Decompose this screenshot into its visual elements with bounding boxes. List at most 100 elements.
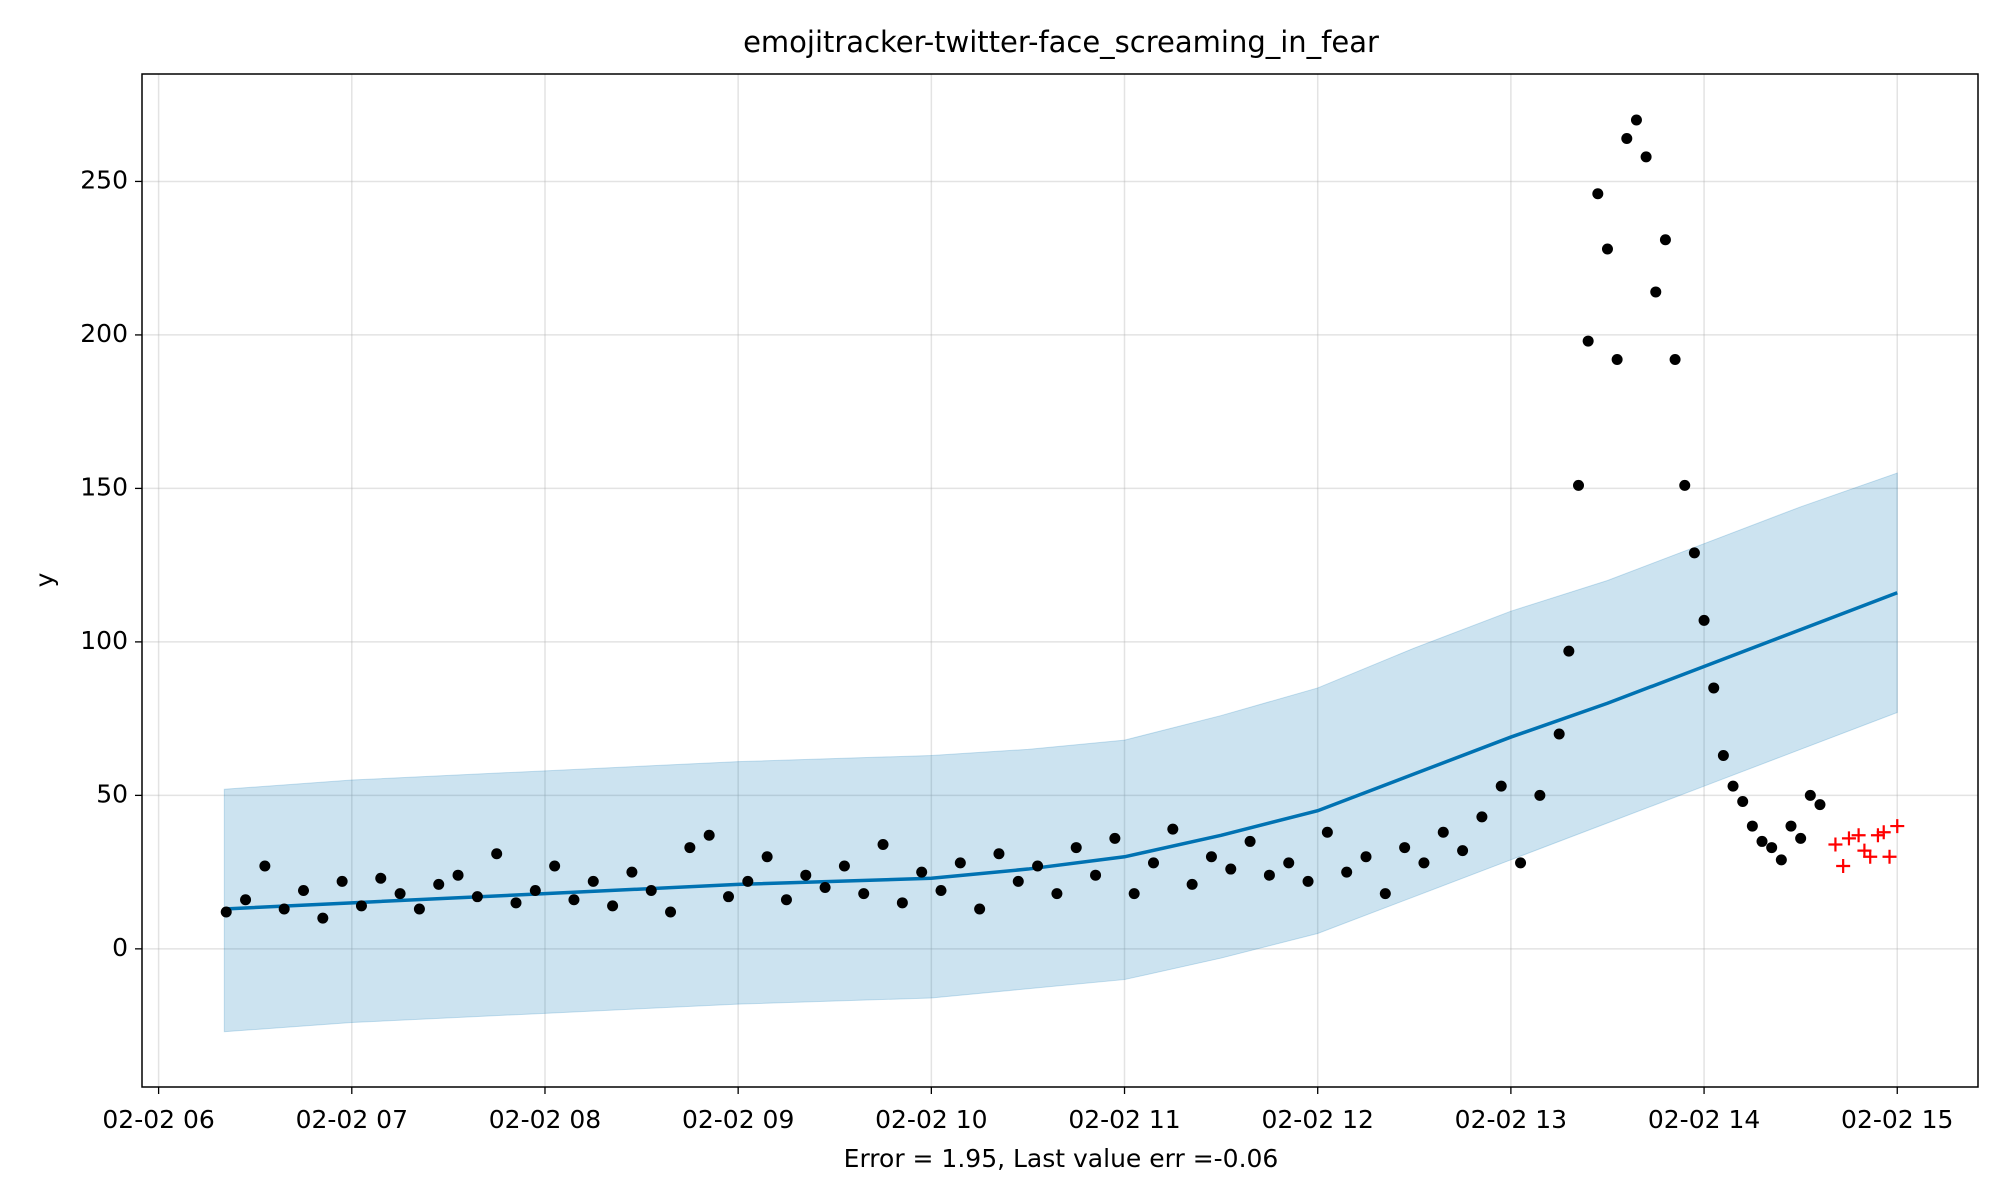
observed-point [1225, 863, 1237, 875]
observed-point [1051, 888, 1063, 900]
observed-point [491, 848, 503, 860]
observed-point [1495, 780, 1507, 792]
observed-point [1659, 234, 1671, 246]
y-tick-label: 200 [80, 319, 128, 348]
observed-point [684, 842, 696, 854]
observed-point [1630, 114, 1642, 126]
future-point [1863, 849, 1878, 864]
forecast-line [224, 591, 1898, 911]
observed-point [974, 903, 986, 915]
observed-point [703, 829, 715, 841]
observed-point [1128, 888, 1140, 900]
observed-point [1399, 842, 1411, 854]
observed-point [1746, 820, 1758, 832]
observed-point [1457, 845, 1469, 857]
observed-point [1148, 857, 1159, 869]
observed-point [1804, 789, 1816, 801]
observed-point [1437, 826, 1449, 838]
future-point [1841, 831, 1856, 846]
observed-point [896, 897, 908, 909]
observed-point [1814, 799, 1826, 811]
observed-point [452, 869, 464, 881]
observed-point [800, 869, 812, 881]
observed-point [510, 897, 522, 909]
observed-point [1737, 796, 1749, 808]
future-point [1870, 828, 1885, 843]
observed-point [916, 866, 928, 878]
observed-point [1418, 857, 1430, 869]
observed-point [394, 888, 406, 900]
observed-point [1534, 789, 1546, 801]
observed-point [626, 866, 638, 878]
observed-point [259, 860, 271, 872]
observed-point [665, 906, 677, 918]
observed-point [413, 903, 425, 915]
observed-point [1476, 811, 1488, 823]
observed-point [1070, 842, 1082, 854]
future-point [1857, 843, 1872, 858]
observed-point [549, 860, 561, 872]
x-tick-label: 02-02 08 [489, 1105, 601, 1134]
x-tick-label: 02-02 14 [1648, 1105, 1760, 1134]
observed-point [587, 875, 599, 887]
observed-point [1341, 866, 1353, 878]
future-point [1851, 828, 1866, 843]
observed-point [1302, 875, 1314, 887]
observed-point [993, 848, 1005, 860]
y-tick-label: 250 [80, 165, 128, 194]
chart-title: emojitracker-twitter-face_screaming_in_f… [743, 25, 1379, 59]
y-tick-label: 150 [80, 472, 128, 501]
observed-point [1205, 851, 1217, 863]
observed-point [1321, 826, 1333, 838]
observed-point [1360, 851, 1372, 863]
observed-point [1688, 547, 1700, 559]
observed-point [529, 885, 541, 897]
observed-point [1611, 353, 1623, 365]
observed-point [1263, 869, 1275, 881]
observed-point [1186, 878, 1198, 890]
x-tick-label: 02-02 15 [1841, 1105, 1953, 1134]
observed-point [298, 885, 309, 897]
x-tick-label: 02-02 06 [102, 1105, 214, 1134]
observed-point [433, 878, 445, 890]
observed-point [317, 912, 329, 924]
observed-point [1679, 479, 1691, 491]
observed-point [1090, 869, 1102, 881]
x-tick-label: 02-02 09 [682, 1105, 794, 1134]
observed-point [1515, 857, 1527, 869]
observed-point [471, 891, 483, 903]
plot-frame [141, 73, 1979, 1088]
observed-point [1379, 888, 1391, 900]
x-tick-label: 02-02 12 [1262, 1105, 1374, 1134]
y-tick-label: 0 [112, 933, 128, 962]
observed-point [742, 875, 754, 887]
observed-point [1109, 832, 1121, 844]
observed-point [1766, 842, 1778, 854]
observed-point [1717, 749, 1729, 761]
future-point [1876, 825, 1891, 840]
observed-point [220, 906, 232, 918]
x-tick-label: 02-02 10 [875, 1105, 987, 1134]
observed-point [780, 894, 792, 906]
observed-point [240, 894, 252, 906]
observed-point [278, 903, 290, 915]
observed-point [1775, 854, 1787, 866]
observed-point [819, 881, 831, 893]
observed-point [1698, 614, 1710, 626]
observed-point [1573, 479, 1584, 491]
future-point [1890, 819, 1905, 834]
observed-point [1012, 875, 1024, 887]
observed-point [1669, 353, 1681, 365]
x-tick-label: 02-02 11 [1068, 1105, 1180, 1134]
observed-point [355, 900, 367, 912]
observed-point [1756, 835, 1768, 847]
observed-point [935, 885, 947, 897]
observed-point [1283, 857, 1295, 869]
observed-point [1795, 832, 1807, 844]
y-tick-label: 50 [96, 779, 128, 808]
uncertainty-band [223, 472, 1898, 1033]
x-tick-label: 02-02 13 [1455, 1105, 1567, 1134]
observed-point [1592, 188, 1604, 200]
observed-point [838, 860, 850, 872]
